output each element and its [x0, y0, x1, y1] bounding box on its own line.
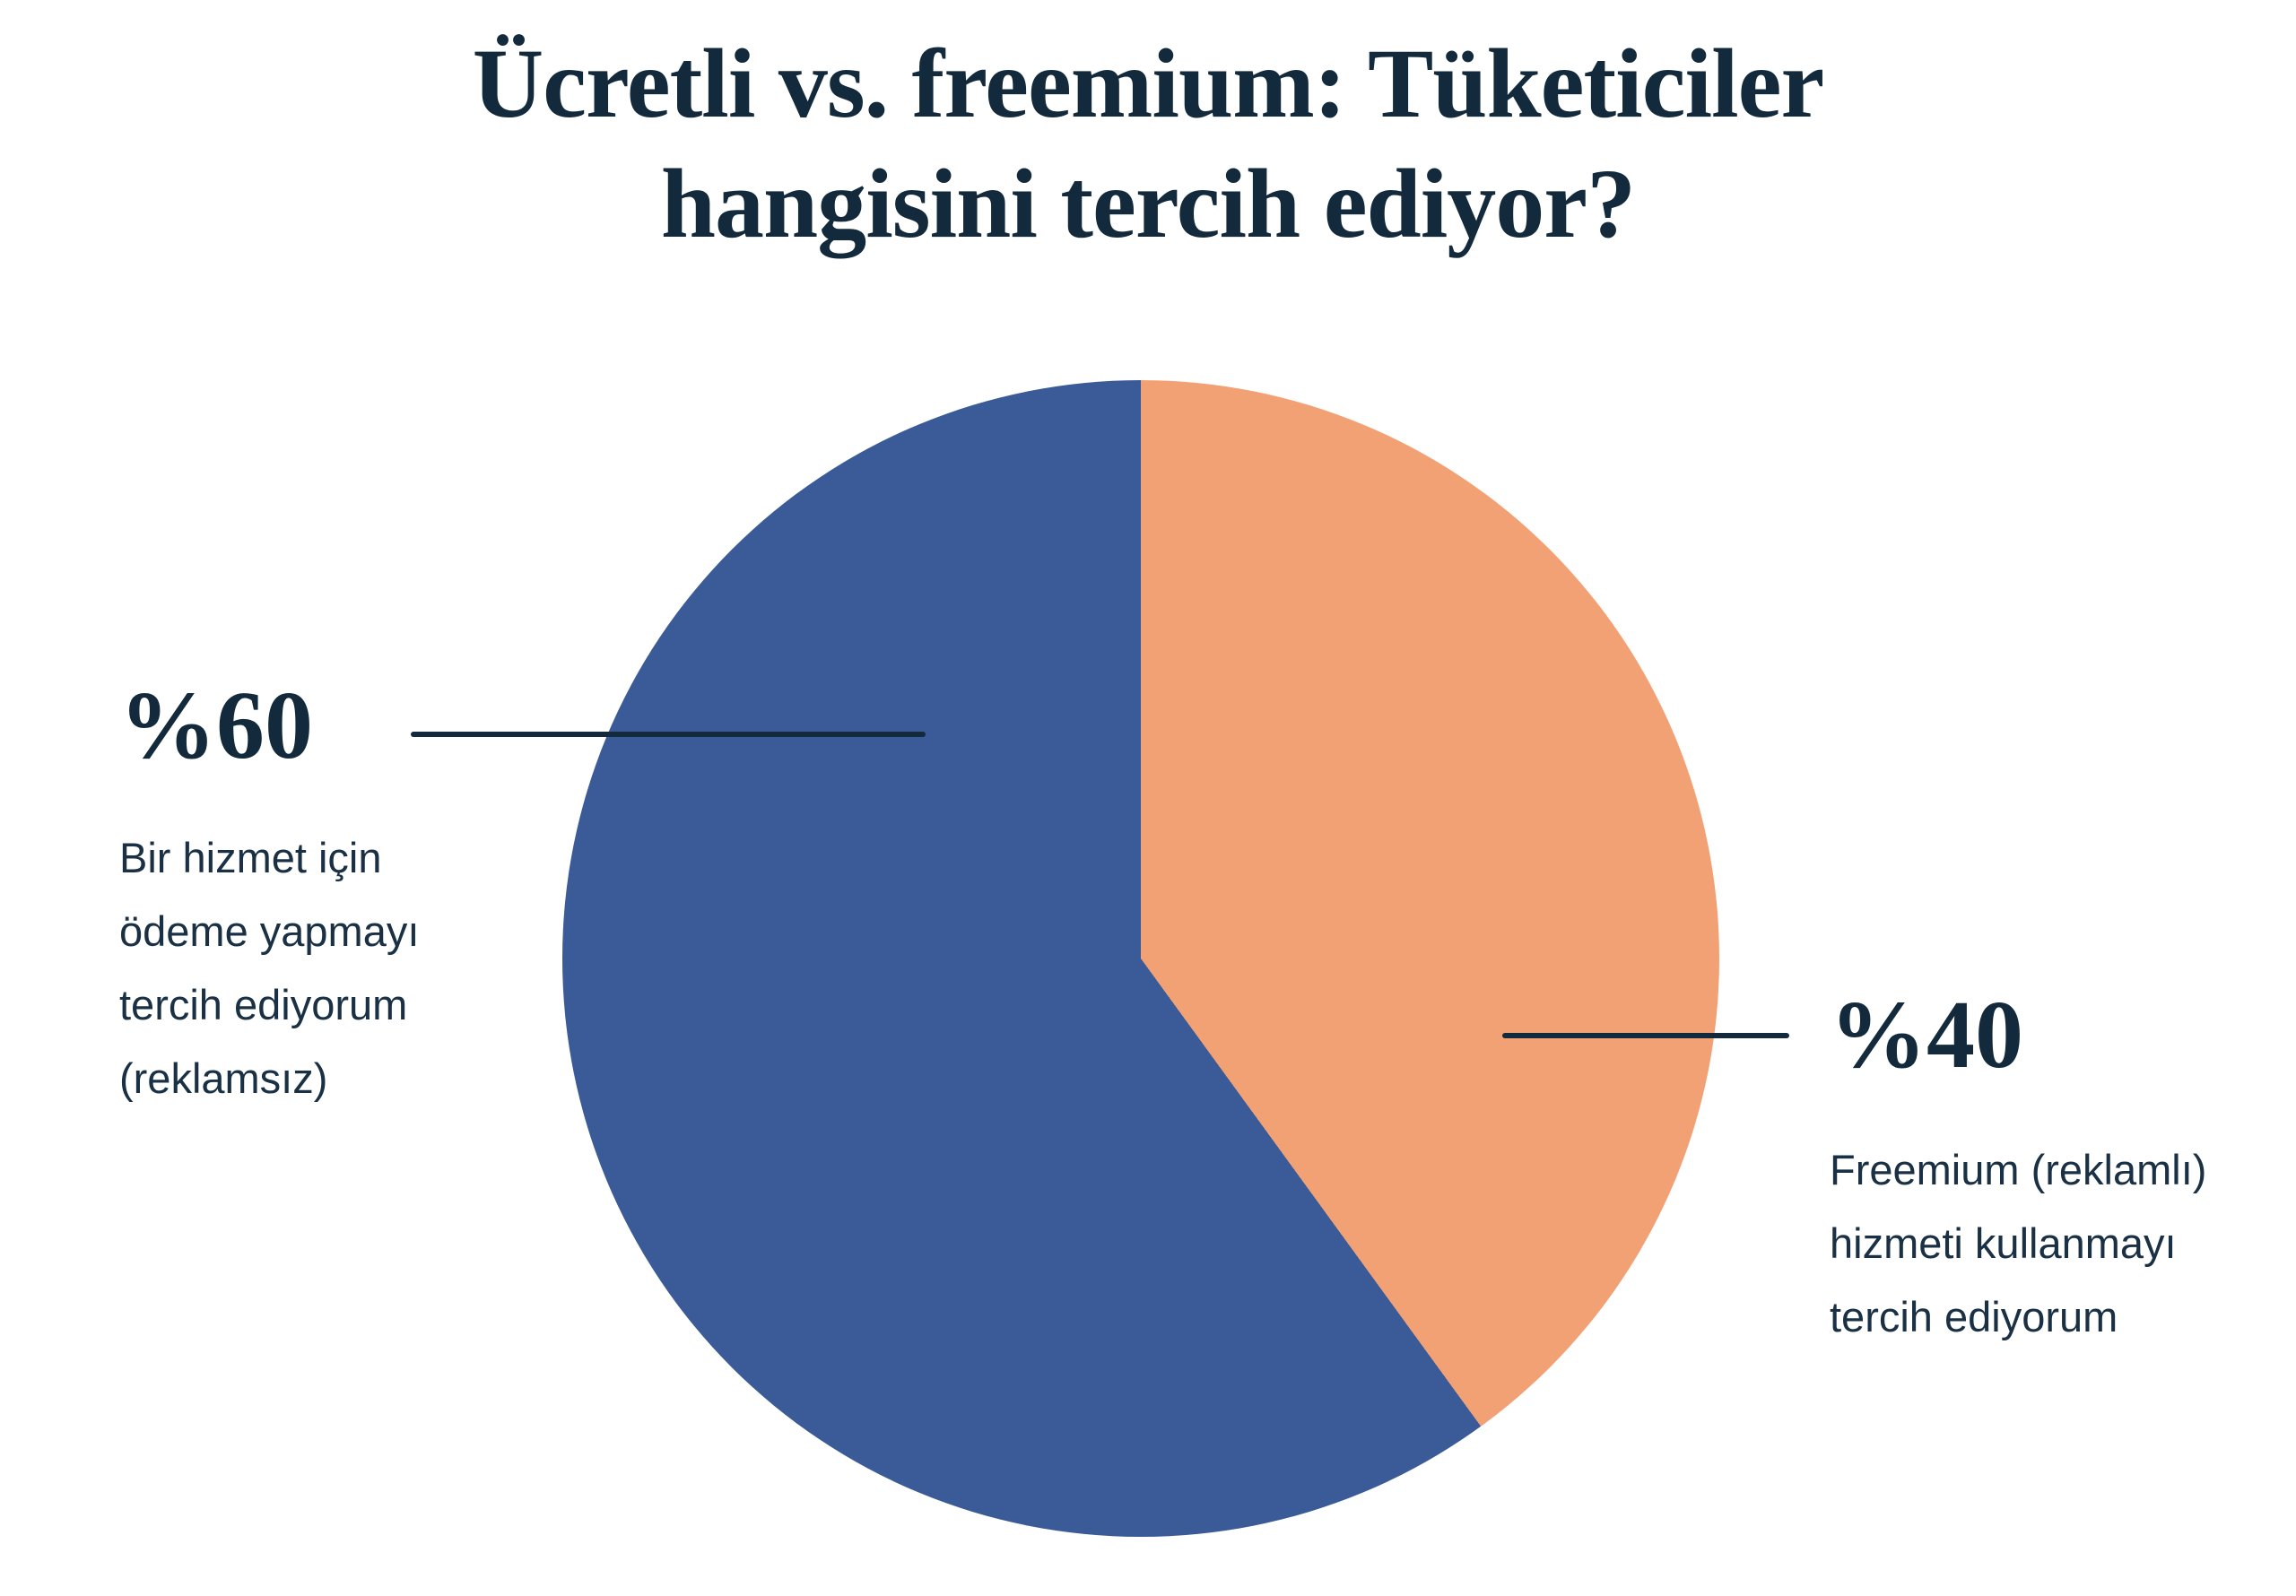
callout-freemium: %40 Freemium (reklamlı) hizmeti kullanma…: [1830, 987, 2206, 1354]
slice-description-paid-line-1: Bir hizmet için: [119, 834, 382, 881]
slice-description-freemium-line-3: tercih ediyorum: [1830, 1293, 2118, 1340]
pie-chart: [562, 380, 1719, 1537]
leader-line-freemium-slice: [1502, 1033, 1789, 1038]
callout-paid: %60 Bir hizmet için ödeme yapmayı tercih…: [119, 678, 419, 1115]
slice-description-freemium-line-2: hizmeti kullanmayı: [1830, 1219, 2177, 1267]
slice-description-paid-line-2: ödeme yapmayı: [119, 907, 420, 955]
slice-description-paid-line-3: tercih ediyorum: [119, 981, 408, 1028]
chart-title-line-2: hangisini tercih ediyor?: [660, 149, 1636, 258]
leader-line-paid-slice: [411, 732, 926, 737]
chart-title: Ücretli vs. freemium: Tüketiciler hangisi…: [0, 23, 2296, 264]
slice-description-freemium: Freemium (reklamlı) hizmeti kullanmayı t…: [1830, 1133, 2206, 1354]
chart-title-line-1: Ücretli vs. freemium: Tüketiciler: [472, 29, 1825, 138]
slice-description-paid-line-4: (reklamsız): [119, 1054, 328, 1102]
slice-description-freemium-line-1: Freemium (reklamlı): [1830, 1146, 2207, 1193]
slice-description-paid: Bir hizmet için ödeme yapmayı tercih edi…: [119, 821, 419, 1115]
slice-value-label-freemium: %40: [1830, 982, 2023, 1089]
slice-value-label-paid: %60: [119, 672, 313, 779]
